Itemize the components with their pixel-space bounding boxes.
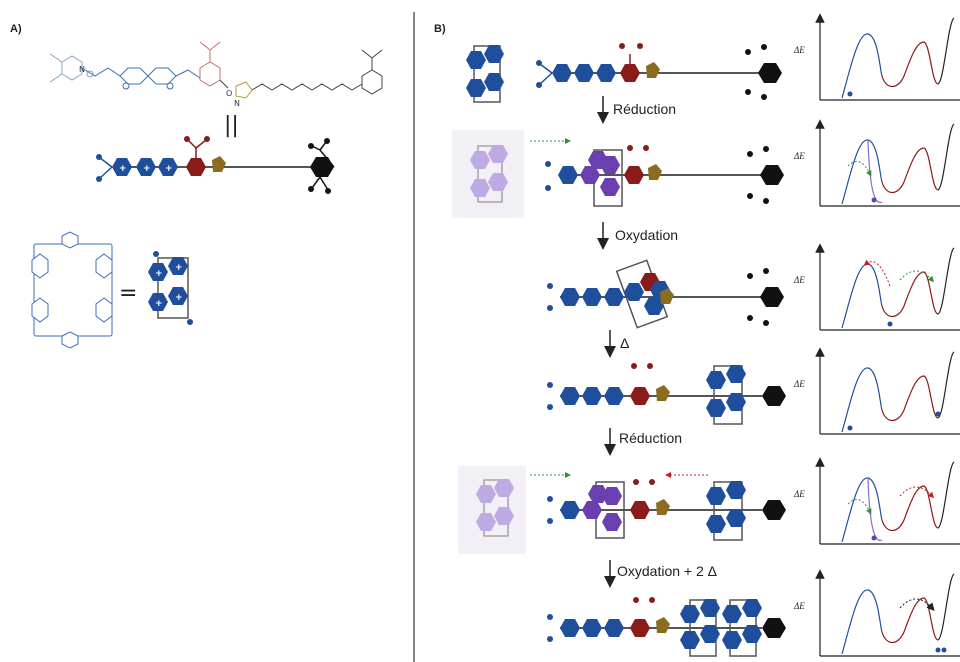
- row-2-ring-background: [452, 130, 524, 218]
- row-2-reduced-ring: [470, 145, 508, 203]
- energy-curve-blue: [841, 367, 883, 433]
- parallel-sign: ||: [224, 113, 239, 138]
- svg-text:+: +: [175, 293, 183, 303]
- energy-profile-3: ΔE: [793, 243, 960, 331]
- svg-text:+: +: [175, 263, 183, 273]
- state-marker: [935, 411, 941, 417]
- svg-text:+: +: [165, 164, 173, 174]
- row-1-thread: [536, 43, 782, 100]
- energy-curve-blue: [841, 33, 883, 99]
- energy-curve-blue: [841, 263, 883, 329]
- ring-chemical-structure: [31, 231, 113, 349]
- row-5-reduced-ring: [476, 479, 514, 537]
- row-3-thread: [547, 259, 784, 329]
- step-label-5: Oxydation + 2 Δ: [617, 563, 717, 579]
- energy-curve-end: [937, 247, 955, 315]
- energy-curve-blue: [841, 589, 883, 655]
- energy-profile-6: ΔE: [793, 569, 960, 657]
- energy-curve-red: [881, 375, 939, 422]
- state-marker: [941, 647, 947, 653]
- row-6-thread: [547, 597, 786, 657]
- svg-text:+: +: [119, 164, 127, 174]
- delta-e-label: ΔE: [793, 601, 805, 611]
- svg-text:+: +: [155, 269, 163, 279]
- equals-sign: =: [119, 281, 137, 306]
- energy-curve-red: [881, 271, 939, 318]
- transition-arrow: [847, 499, 872, 515]
- delta-e-label: ΔE: [793, 45, 805, 55]
- state-marker: [847, 425, 853, 431]
- energy-curve-red: [881, 485, 939, 532]
- energy-profile-5: ΔE: [793, 457, 960, 545]
- transition-arrow: [863, 259, 891, 287]
- step-label-2: Oxydation: [615, 227, 678, 243]
- energy-curve-red: [881, 147, 939, 194]
- ring-cartoon-a: + + + +: [148, 251, 193, 325]
- o-atom-label: O: [226, 89, 232, 98]
- state-marker: [871, 535, 877, 541]
- energy-curve-red: [881, 41, 939, 88]
- state-marker: [887, 321, 893, 327]
- row-2-thread: [545, 145, 784, 207]
- thread-chemical-structure: N O N: [49, 41, 383, 108]
- deep-well-curve: [867, 139, 883, 204]
- energy-curve-end: [937, 17, 955, 85]
- step-label-3: Δ: [620, 335, 629, 351]
- energy-curve-blue: [841, 477, 883, 543]
- energy-curve-red: [881, 597, 939, 644]
- state-marker: [935, 647, 941, 653]
- state-marker: [871, 197, 877, 203]
- energy-curve-end: [937, 461, 955, 529]
- triazole-n-label: N: [234, 99, 240, 108]
- energy-profile-4: ΔE: [793, 347, 960, 435]
- step-label-1: Réduction: [613, 101, 676, 117]
- svg-text:+: +: [155, 299, 163, 309]
- row-4-thread: [547, 363, 786, 425]
- delta-e-label: ΔE: [793, 275, 805, 285]
- delta-e-label: ΔE: [793, 489, 805, 499]
- energy-profiles: ΔE ΔE ΔE ΔE ΔE ΔE: [793, 13, 960, 657]
- transition-arrow: [847, 161, 872, 177]
- energy-profile-1: ΔE: [793, 13, 960, 101]
- panel-label-a: A): [10, 23, 22, 35]
- n-atom-label: N: [79, 65, 85, 74]
- state-marker: [847, 91, 853, 97]
- energy-profile-2: ΔE: [793, 119, 960, 207]
- energy-curve-blue: [841, 139, 883, 205]
- delta-e-label: ΔE: [793, 379, 805, 389]
- energy-curve-end: [937, 123, 955, 191]
- panel-label-b: B): [434, 23, 446, 35]
- thread-cartoon-a: + + +: [96, 136, 335, 194]
- row-5-ring-background: [458, 466, 526, 554]
- step-label-4: Réduction: [619, 430, 682, 446]
- row-5-thread: [547, 479, 786, 541]
- delta-e-label: ΔE: [793, 151, 805, 161]
- row-1-ring: [466, 45, 504, 103]
- deep-well-curve: [867, 477, 883, 542]
- svg-text:+: +: [143, 164, 151, 174]
- energy-curve-end: [937, 351, 955, 419]
- energy-curve-end: [937, 573, 955, 641]
